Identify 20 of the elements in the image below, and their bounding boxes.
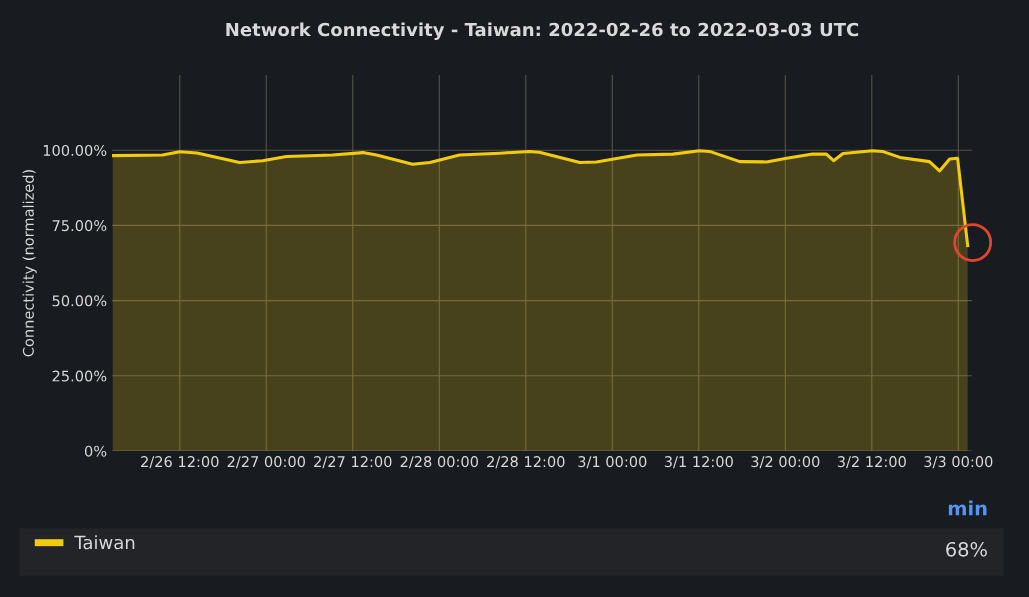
x-tick-label: 3/2 12:00: [837, 456, 906, 469]
x-tick-label: 3/1 12:00: [664, 456, 733, 469]
y-tick-label: 25.00%: [52, 370, 107, 382]
y-tick-label: 50.00%: [52, 295, 107, 307]
x-tick-label: 3/2 00:00: [751, 456, 820, 469]
text: min: [948, 500, 987, 516]
chart-title: Network Connectivity - Taiwan: 2022-02-26 to 2022-03-03 UTC: [226, 22, 859, 41]
x-tick-label: 3/1 00:00: [578, 456, 647, 469]
x-tick-label: 2/28 00:00: [400, 456, 479, 469]
x-tick-label: 2/27 12:00: [314, 456, 392, 469]
legend-label: Taiwan: [74, 535, 135, 550]
y-tick-label: 100.00%: [43, 144, 107, 156]
y-axis-title: Connectivity (normalized): [22, 170, 37, 357]
x-tick-label: 2/26 12:00: [141, 456, 219, 469]
y-tick-label: 0%: [84, 445, 107, 457]
y-tick-label: 75.00%: [52, 220, 107, 232]
text: 68%: [946, 541, 987, 557]
x-tick-label: 2/28 12:00: [487, 456, 565, 469]
x-tick-label: 3/3 00:00: [924, 456, 993, 469]
x-tick-label: 2/27 00:00: [227, 456, 305, 469]
